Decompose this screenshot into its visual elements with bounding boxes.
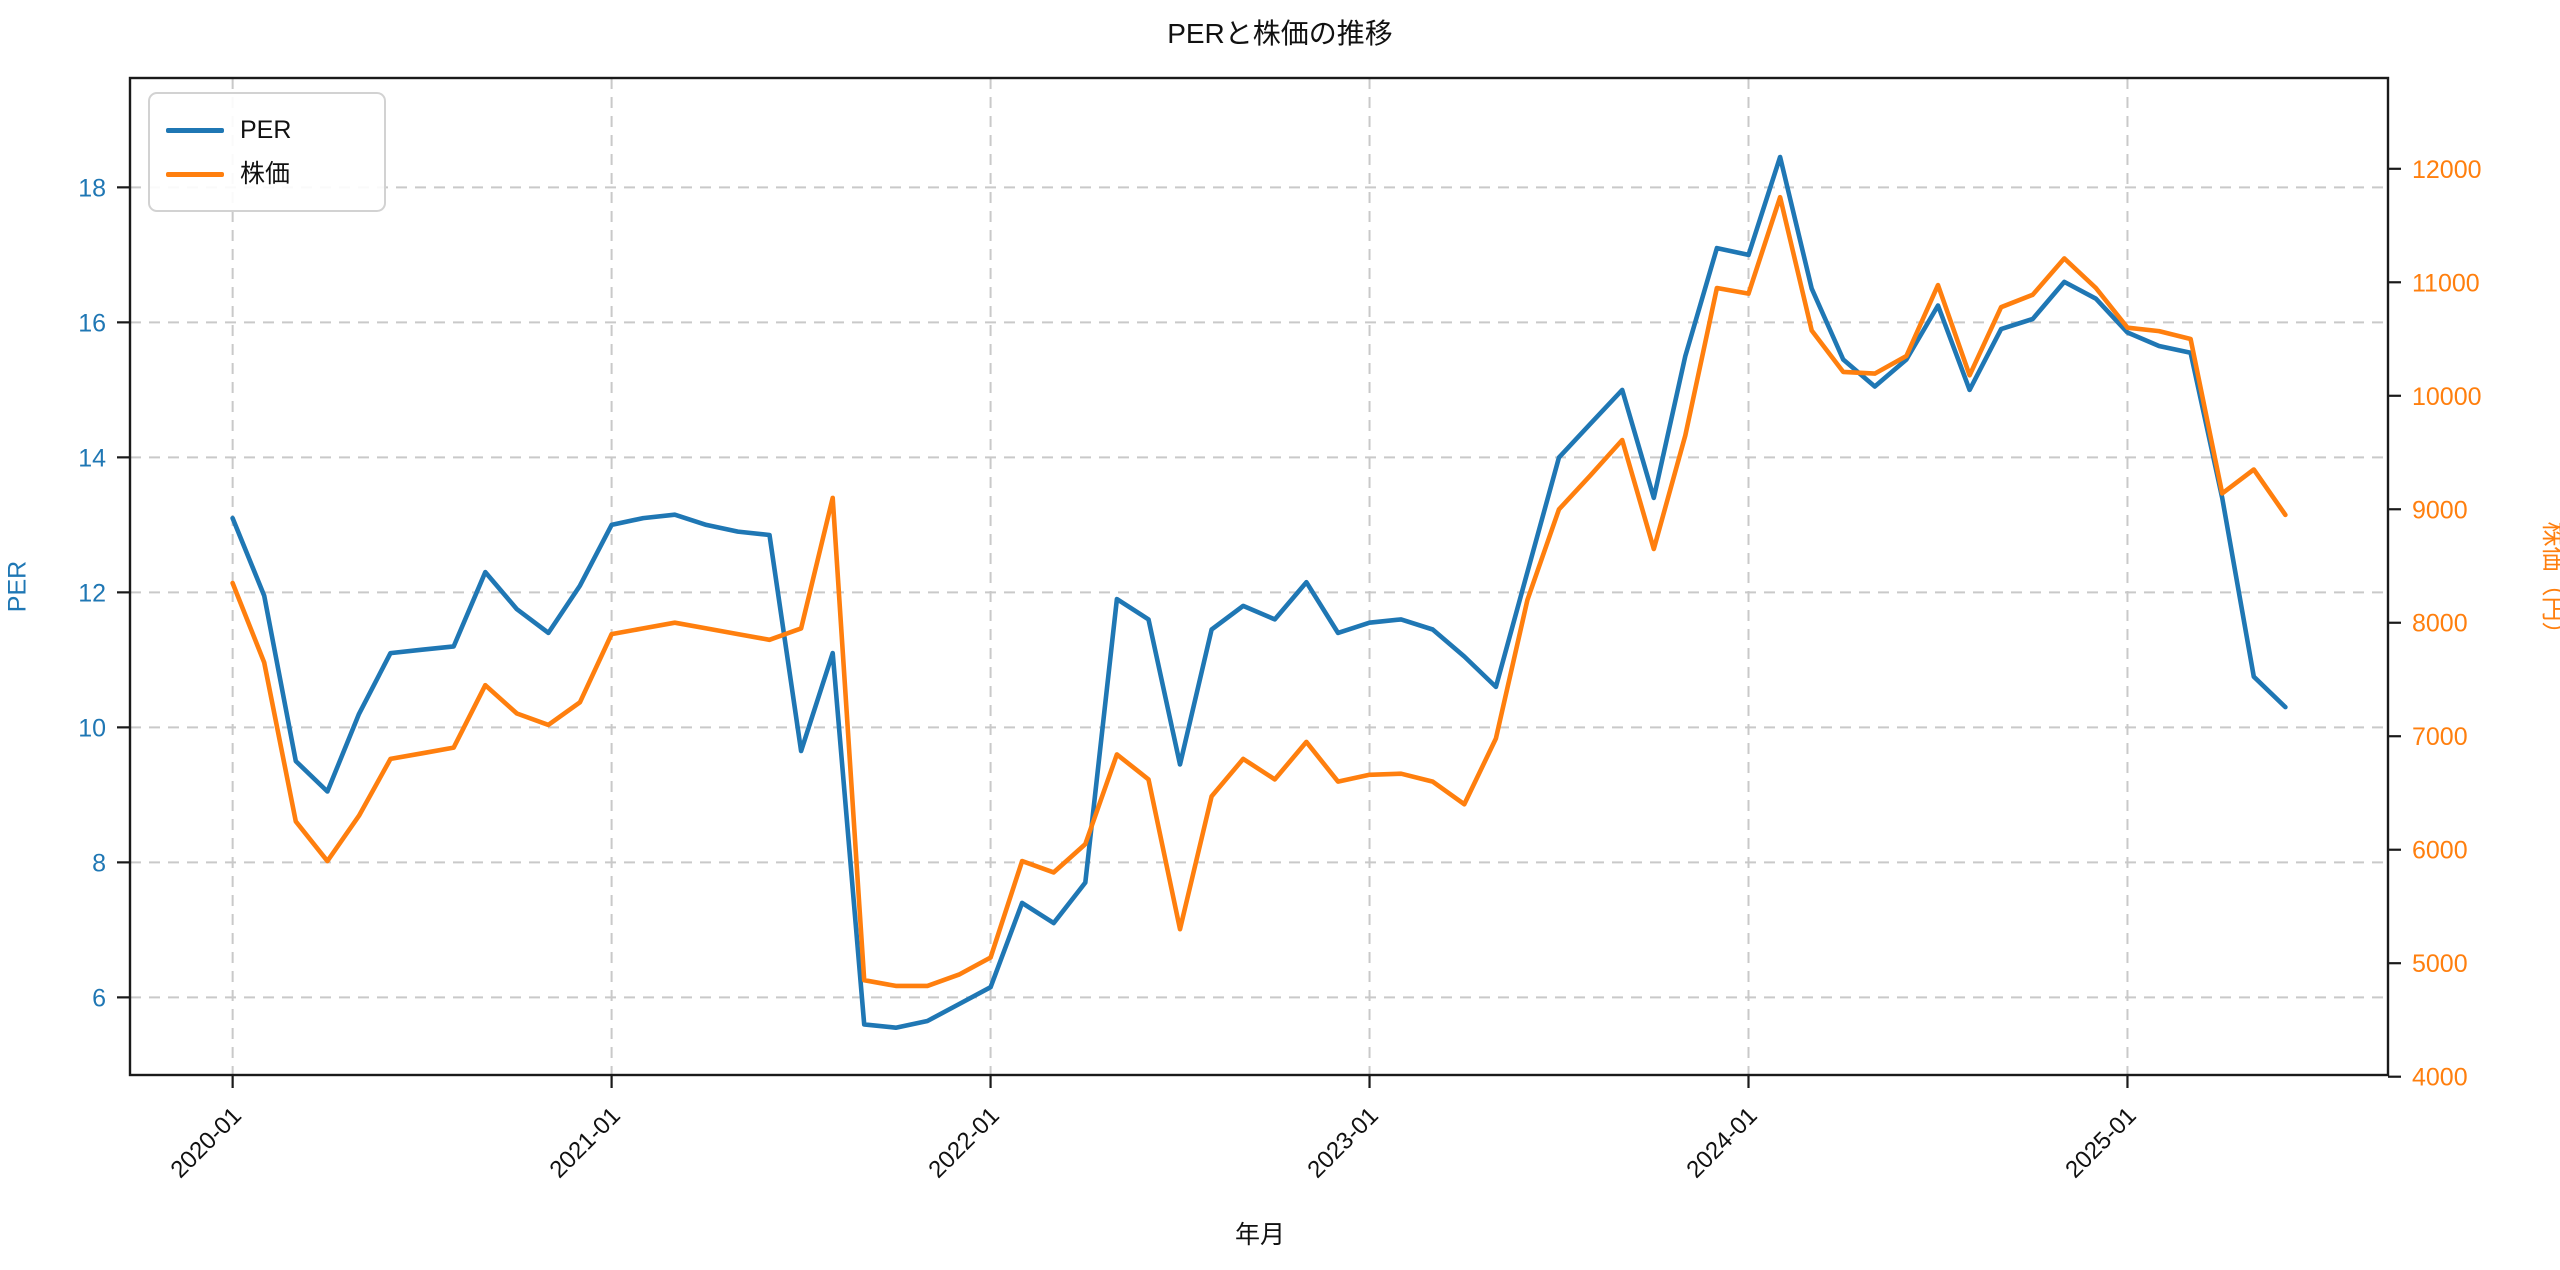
- svg-text:9000: 9000: [2412, 496, 2468, 524]
- svg-text:8000: 8000: [2412, 610, 2468, 638]
- svg-text:2021-01: 2021-01: [544, 1102, 625, 1183]
- svg-text:14: 14: [78, 444, 106, 472]
- y-axis-label-right: 株価（円）: [2539, 521, 2560, 647]
- svg-text:5000: 5000: [2412, 950, 2468, 978]
- per-line-swatch-icon: [166, 127, 224, 133]
- y-axis-label-left: PER: [3, 560, 32, 613]
- svg-text:12: 12: [78, 579, 106, 607]
- kabuka-line-swatch-icon: [166, 171, 224, 177]
- line-株価: [230, 194, 2288, 989]
- legend-item-kabuka: 株価: [166, 152, 366, 196]
- legend: PER 株価: [148, 92, 386, 212]
- svg-text:16: 16: [78, 309, 106, 337]
- svg-text:6: 6: [92, 984, 106, 1012]
- gridlines: [130, 78, 2388, 1075]
- legend-item-per: PER: [166, 108, 366, 152]
- chart-title: PERと株価の推移: [1167, 18, 1393, 49]
- svg-text:2023-01: 2023-01: [1302, 1102, 1383, 1183]
- line-PER: [230, 154, 2288, 1030]
- x-axis-label: 年月: [1234, 1221, 1285, 1249]
- y-tick-labels-left: 6 8 10 12 14 16 18: [78, 174, 130, 1012]
- svg-text:8: 8: [92, 849, 106, 877]
- svg-text:10000: 10000: [2412, 383, 2482, 411]
- legend-label-kabuka: 株価: [240, 159, 291, 188]
- svg-text:11000: 11000: [2412, 269, 2480, 297]
- svg-text:10: 10: [78, 714, 106, 742]
- svg-text:6000: 6000: [2412, 837, 2468, 865]
- y-tick-labels-right: 4000 5000 6000 7000 8000 9000 10000 11000 12000: [2388, 156, 2482, 1092]
- x-tick-labels: 2020-01 2021-01 2022-01 2023-01 2024-01 2025-…: [166, 1075, 2142, 1184]
- svg-text:7000: 7000: [2412, 723, 2468, 751]
- svg-text:4000: 4000: [2412, 1064, 2468, 1092]
- svg-text:2020-01: 2020-01: [166, 1102, 247, 1183]
- svg-text:18: 18: [78, 174, 106, 202]
- svg-text:2022-01: 2022-01: [923, 1102, 1004, 1183]
- legend-label-per: PER: [240, 115, 292, 144]
- svg-text:2025-01: 2025-01: [2060, 1102, 2141, 1183]
- svg-text:12000: 12000: [2412, 156, 2482, 184]
- svg-text:2024-01: 2024-01: [1681, 1102, 1762, 1183]
- plot-frame: [128, 76, 2390, 1077]
